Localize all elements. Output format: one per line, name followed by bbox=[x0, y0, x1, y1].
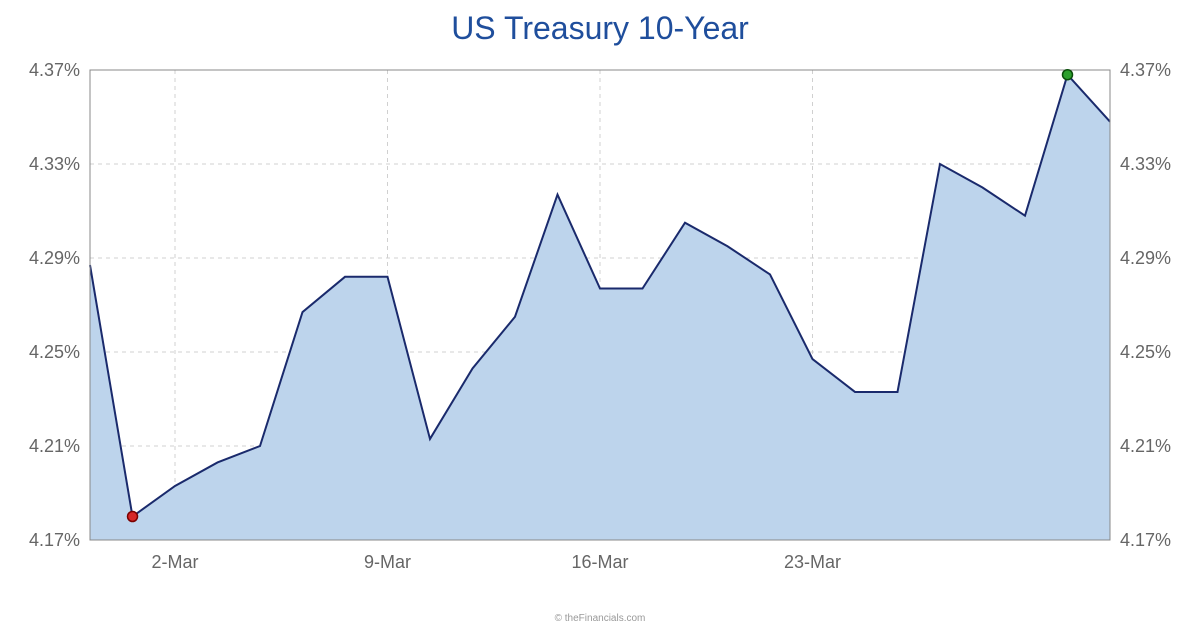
y-tick-right: 4.25% bbox=[1120, 342, 1171, 362]
y-tick-right: 4.21% bbox=[1120, 436, 1171, 456]
x-tick: 23-Mar bbox=[784, 552, 841, 572]
y-tick-left: 4.33% bbox=[29, 154, 80, 174]
x-tick: 16-Mar bbox=[571, 552, 628, 572]
chart-svg: 4.17% 4.17% 4.21% 4.21% 4.25% 4.25% 4.29% 4.29%… bbox=[0, 50, 1200, 590]
y-tick-right: 4.37% bbox=[1120, 60, 1171, 80]
y-tick-left: 4.29% bbox=[29, 248, 80, 268]
high-marker bbox=[1063, 70, 1073, 80]
y-tick-left: 4.37% bbox=[29, 60, 80, 80]
x-tick: 2-Mar bbox=[151, 552, 198, 572]
chart-title: US Treasury 10-Year bbox=[0, 0, 1200, 47]
y-tick-right: 4.33% bbox=[1120, 154, 1171, 174]
y-tick-left: 4.17% bbox=[29, 530, 80, 550]
y-tick-left: 4.21% bbox=[29, 436, 80, 456]
low-marker bbox=[128, 512, 138, 522]
chart-plot-area: 4.17% 4.17% 4.21% 4.21% 4.25% 4.25% 4.29% 4.29%… bbox=[0, 50, 1200, 590]
x-tick: 9-Mar bbox=[364, 552, 411, 572]
y-tick-right: 4.17% bbox=[1120, 530, 1171, 550]
y-tick-left: 4.25% bbox=[29, 342, 80, 362]
credit-text: © theFinancials.com bbox=[0, 613, 1200, 624]
y-tick-right: 4.29% bbox=[1120, 248, 1171, 268]
chart-container: US Treasury 10-Year 4.17% 4.17% 4.21% 4.21%… bbox=[0, 0, 1200, 630]
